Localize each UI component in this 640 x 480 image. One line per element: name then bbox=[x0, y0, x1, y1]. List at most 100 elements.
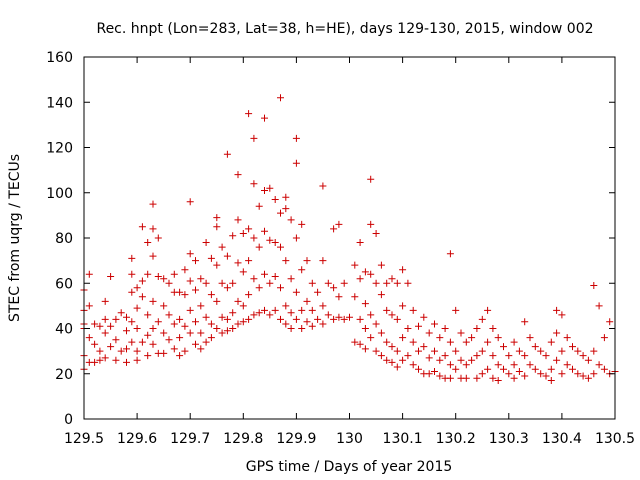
data-point bbox=[510, 374, 518, 382]
data-point bbox=[515, 347, 523, 355]
data-point bbox=[229, 309, 237, 317]
y-tick-label: 20 bbox=[55, 367, 73, 383]
data-point bbox=[176, 334, 184, 342]
data-point bbox=[547, 338, 555, 346]
data-point bbox=[542, 372, 550, 380]
data-point bbox=[287, 309, 295, 317]
data-point bbox=[277, 243, 284, 251]
data-point bbox=[213, 325, 221, 332]
data-point bbox=[213, 297, 221, 305]
y-tick-label: 120 bbox=[46, 141, 73, 157]
data-point bbox=[319, 182, 327, 190]
data-point bbox=[489, 352, 497, 360]
data-point bbox=[584, 374, 592, 382]
data-point bbox=[266, 311, 274, 319]
data-point bbox=[500, 343, 507, 351]
data-point bbox=[138, 338, 146, 346]
data-point bbox=[154, 273, 162, 280]
data-point bbox=[128, 270, 136, 278]
data-point bbox=[207, 254, 215, 262]
x-tick-label: 129.5 bbox=[64, 431, 104, 447]
data-point bbox=[473, 374, 481, 382]
data-point bbox=[202, 279, 210, 287]
data-point bbox=[96, 356, 104, 364]
data-point bbox=[266, 184, 274, 192]
data-point bbox=[213, 214, 221, 222]
data-point bbox=[526, 334, 534, 342]
data-point bbox=[521, 372, 529, 380]
data-point bbox=[420, 343, 428, 351]
data-point bbox=[351, 261, 359, 269]
data-point bbox=[223, 252, 231, 260]
data-point bbox=[277, 315, 284, 323]
data-point bbox=[234, 216, 242, 224]
data-point bbox=[149, 325, 157, 332]
data-point bbox=[563, 361, 571, 369]
data-point bbox=[531, 343, 539, 351]
data-point bbox=[223, 315, 231, 323]
data-point bbox=[436, 372, 444, 380]
data-point bbox=[107, 322, 115, 330]
data-point bbox=[85, 334, 93, 342]
data-point bbox=[266, 236, 274, 244]
data-point bbox=[399, 302, 407, 310]
data-point bbox=[446, 250, 454, 258]
data-point bbox=[223, 284, 231, 292]
data-point bbox=[298, 306, 306, 314]
data-point bbox=[282, 320, 290, 328]
data-point bbox=[393, 363, 401, 371]
data-point bbox=[446, 338, 454, 346]
data-point bbox=[356, 239, 364, 246]
data-point bbox=[425, 329, 433, 337]
data-point bbox=[484, 338, 492, 346]
data-point bbox=[112, 315, 120, 323]
data-point bbox=[133, 356, 141, 364]
data-point bbox=[404, 352, 412, 360]
data-point bbox=[234, 259, 242, 267]
data-point bbox=[123, 327, 130, 335]
data-point bbox=[133, 284, 141, 292]
data-point bbox=[176, 352, 184, 360]
data-point bbox=[271, 273, 279, 280]
data-point bbox=[133, 347, 141, 355]
data-point bbox=[197, 275, 205, 283]
data-point bbox=[138, 223, 146, 231]
data-point bbox=[436, 334, 444, 342]
data-point bbox=[186, 306, 194, 314]
data-point bbox=[292, 288, 300, 296]
data-point bbox=[239, 230, 247, 237]
data-point bbox=[409, 338, 417, 346]
data-point bbox=[112, 356, 120, 364]
data-point bbox=[160, 302, 168, 310]
data-point bbox=[367, 311, 375, 319]
data-point bbox=[234, 171, 242, 179]
data-point bbox=[154, 234, 162, 242]
data-point bbox=[292, 159, 300, 167]
data-point bbox=[579, 372, 587, 380]
data-point bbox=[377, 352, 385, 360]
data-point bbox=[250, 134, 258, 142]
data-point bbox=[510, 338, 518, 346]
data-point bbox=[393, 279, 401, 287]
data-point bbox=[404, 279, 412, 287]
data-point bbox=[367, 334, 375, 342]
data-point bbox=[308, 322, 316, 330]
data-point bbox=[335, 293, 343, 301]
data-point bbox=[431, 347, 438, 355]
data-point bbox=[377, 329, 385, 337]
data-point bbox=[351, 338, 359, 346]
data-point bbox=[330, 315, 338, 323]
data-point bbox=[255, 243, 263, 251]
x-axis: 129.5 129.6 129.7 129.8 129.9 130 130.1 130.2 13… bbox=[64, 57, 635, 447]
data-point bbox=[462, 361, 470, 369]
data-point bbox=[356, 275, 364, 283]
data-point bbox=[303, 318, 311, 326]
data-point bbox=[335, 220, 343, 228]
data-point bbox=[415, 347, 422, 355]
data-point bbox=[399, 356, 407, 364]
data-point bbox=[298, 220, 306, 228]
data-point bbox=[181, 322, 189, 330]
data-point bbox=[441, 352, 449, 360]
y-axis: 0 20 40 60 80 100 120 140 160 bbox=[46, 50, 615, 428]
data-point bbox=[91, 358, 99, 366]
